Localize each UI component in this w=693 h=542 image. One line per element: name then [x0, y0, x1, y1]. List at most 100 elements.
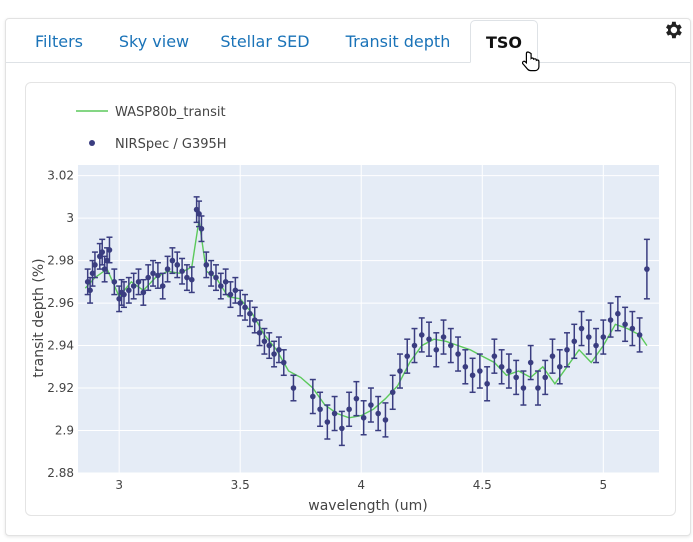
data-marker: [232, 287, 239, 294]
data-marker: [629, 325, 636, 332]
data-point: [469, 357, 476, 394]
data-marker: [440, 334, 447, 340]
data-point: [462, 349, 469, 385]
data-marker: [382, 417, 389, 423]
y-tick-label: 2.98: [47, 254, 74, 268]
y-tick-label: 2.9: [55, 424, 74, 438]
data-marker: [261, 338, 268, 345]
data-marker: [164, 266, 171, 272]
legend[interactable]: WASP80b_transit NIRSpec / G395H: [76, 105, 227, 152]
data-point: [280, 349, 287, 377]
data-point: [116, 285, 123, 313]
data-marker: [593, 342, 599, 349]
data-marker: [317, 406, 323, 413]
data-marker: [169, 257, 176, 264]
y-tick-label: 2.94: [47, 339, 74, 353]
data-marker: [106, 247, 113, 253]
data-marker: [280, 359, 287, 366]
data-point: [227, 281, 234, 309]
data-marker: [346, 406, 352, 413]
data-point: [498, 349, 505, 385]
x-tick-label: 4: [357, 478, 365, 492]
data-marker: [266, 342, 273, 349]
data-point: [256, 319, 263, 347]
data-marker: [271, 351, 277, 357]
data-point: [242, 293, 249, 321]
data-marker: [549, 353, 556, 359]
data-marker: [339, 425, 345, 432]
legend-data-swatch: [89, 140, 95, 146]
data-marker: [564, 347, 570, 353]
data-point: [389, 374, 396, 411]
data-marker: [469, 372, 476, 379]
data-marker: [174, 262, 181, 268]
data-point: [418, 317, 425, 353]
data-point: [106, 236, 113, 264]
data-point: [375, 395, 382, 432]
data-marker: [571, 338, 578, 345]
data-marker: [360, 414, 367, 421]
x-axis-label: wavelength (um): [308, 498, 427, 514]
model-series-line: [84, 220, 648, 419]
legend-model-label: WASP80b_transit: [115, 105, 226, 120]
data-marker: [578, 325, 585, 332]
data-point: [484, 366, 491, 402]
data-marker: [426, 336, 432, 342]
data-point: [179, 257, 186, 285]
data-marker: [368, 402, 374, 408]
data-point: [169, 247, 176, 275]
data-marker: [310, 393, 316, 400]
data-point: [513, 359, 520, 396]
data-point: [246, 300, 253, 328]
tab-stellar-sed[interactable]: Stellar SED: [220, 32, 310, 51]
data-point: [636, 317, 643, 353]
data-marker: [222, 279, 229, 285]
data-marker: [96, 253, 103, 260]
data-marker: [448, 342, 454, 349]
data-point: [549, 338, 556, 374]
data-point: [396, 353, 403, 389]
plot-area: [78, 165, 659, 473]
data-point: [159, 272, 166, 300]
tab-tso[interactable]: TSO: [470, 20, 538, 63]
data-point: [433, 332, 440, 368]
y-tick-label: 3: [66, 211, 74, 225]
x-tick-label: 3: [115, 478, 123, 492]
data-marker: [135, 279, 142, 285]
data-point: [534, 370, 541, 406]
x-tick-label: 5: [600, 478, 608, 492]
data-marker: [251, 317, 258, 323]
data-marker: [535, 385, 541, 391]
x-tick-label: 3.5: [231, 478, 250, 492]
data-marker: [607, 317, 614, 323]
data-point: [360, 400, 367, 436]
data-point: [271, 340, 278, 368]
x-axis-ticks: 3 3.5 4 4.5 5: [115, 478, 607, 492]
data-marker: [389, 389, 396, 396]
tabs-divider: [6, 62, 690, 63]
data-point: [338, 410, 345, 447]
data-point: [309, 378, 316, 415]
data-marker: [237, 300, 243, 306]
data-point: [367, 387, 374, 423]
data-marker: [84, 279, 91, 285]
data-point: [275, 336, 282, 364]
data-point: [353, 380, 360, 417]
data-point: [237, 289, 244, 317]
data-point: [135, 268, 142, 296]
data-marker: [411, 342, 418, 349]
y-tick-label: 2.92: [47, 381, 74, 395]
data-marker: [353, 395, 360, 402]
data-point: [208, 259, 215, 287]
data-point: [585, 319, 592, 355]
data-point: [130, 272, 137, 300]
data-point: [622, 306, 629, 343]
tab-transit-depth[interactable]: Transit depth: [345, 32, 451, 51]
tab-sky-view[interactable]: Sky view: [118, 32, 190, 51]
tab-filters[interactable]: Filters: [35, 32, 83, 51]
data-point: [643, 238, 650, 300]
data-marker: [155, 272, 161, 279]
y-tick-label: 2.96: [47, 296, 74, 310]
gear-icon[interactable]: [662, 19, 684, 41]
